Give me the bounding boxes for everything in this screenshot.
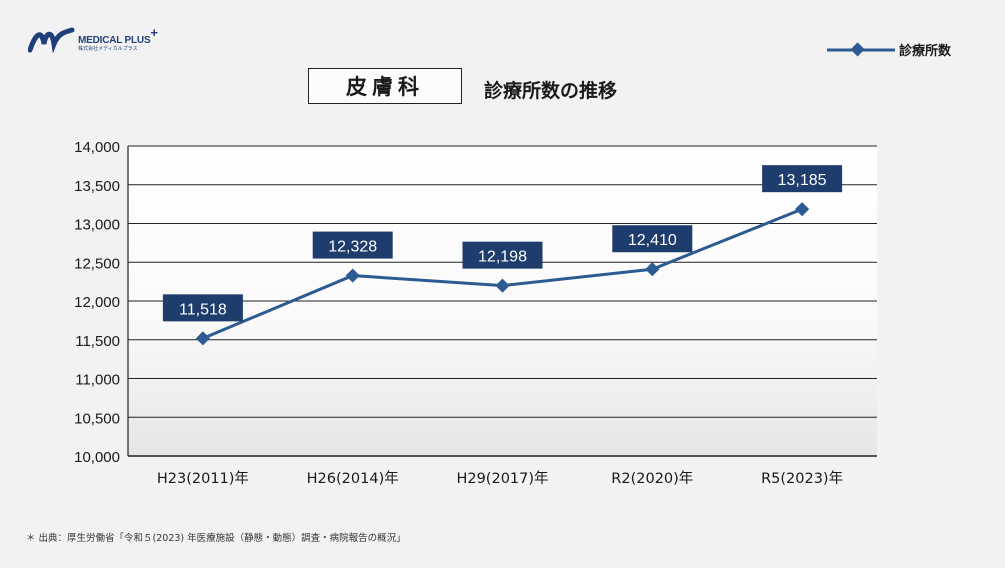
data-label: 12,198	[478, 249, 527, 266]
legend: 診療所数	[827, 40, 951, 59]
y-tick-label: 10,000	[74, 449, 120, 466]
data-label-box	[312, 231, 393, 259]
chart-subtitle: 診療所数の推移	[484, 80, 618, 102]
data-label-box	[162, 294, 243, 322]
data-point	[495, 278, 510, 293]
data-label: 12,328	[328, 239, 377, 256]
y-tick-label: 12,000	[74, 294, 120, 311]
y-tick-label: 13,500	[74, 178, 120, 195]
chart-title: 皮膚科	[346, 75, 424, 99]
data-label-box	[612, 225, 693, 253]
logo-wave-icon	[28, 27, 75, 54]
x-tick-label: H23(2011)年	[157, 470, 249, 487]
footnote: ＊ 出典：厚生労働省「令和５(2023) 年医療施設（静態・動態）調査・病院報告…	[26, 533, 406, 544]
chart-title-box: 皮膚科	[308, 68, 462, 104]
x-tick-label: H29(2017)年	[456, 470, 548, 487]
brand-logo: MEDICAL PLUS+ 株式会社メディカルプラス	[28, 24, 158, 54]
logo-subtext: 株式会社メディカルプラス	[78, 46, 138, 52]
x-tick-label: R5(2023)年	[761, 470, 843, 487]
data-label-box	[762, 165, 843, 193]
x-tick-label: R2(2020)年	[611, 470, 693, 487]
y-tick-label: 14,000	[74, 139, 120, 156]
y-tick-label: 11,000	[75, 372, 120, 389]
y-tick-label: 10,500	[74, 410, 120, 427]
legend-label: 診療所数	[899, 44, 952, 59]
data-label-box	[462, 241, 543, 269]
y-tick-label: 12,500	[74, 255, 120, 272]
legend-line-icon	[827, 41, 895, 56]
logo-plus: +	[150, 25, 158, 40]
x-tick-label: H26(2014)年	[307, 470, 399, 487]
data-label: 12,410	[628, 232, 677, 249]
y-tick-label: 13,000	[74, 217, 120, 234]
data-label: 13,185	[778, 172, 827, 189]
data-point	[795, 202, 810, 217]
data-point	[645, 262, 660, 277]
y-tick-label: 11,500	[75, 333, 120, 350]
logo-name: MEDICAL PLUS	[78, 35, 151, 46]
data-point	[195, 331, 210, 346]
data-label: 11,518	[179, 301, 227, 318]
data-point	[345, 268, 360, 283]
